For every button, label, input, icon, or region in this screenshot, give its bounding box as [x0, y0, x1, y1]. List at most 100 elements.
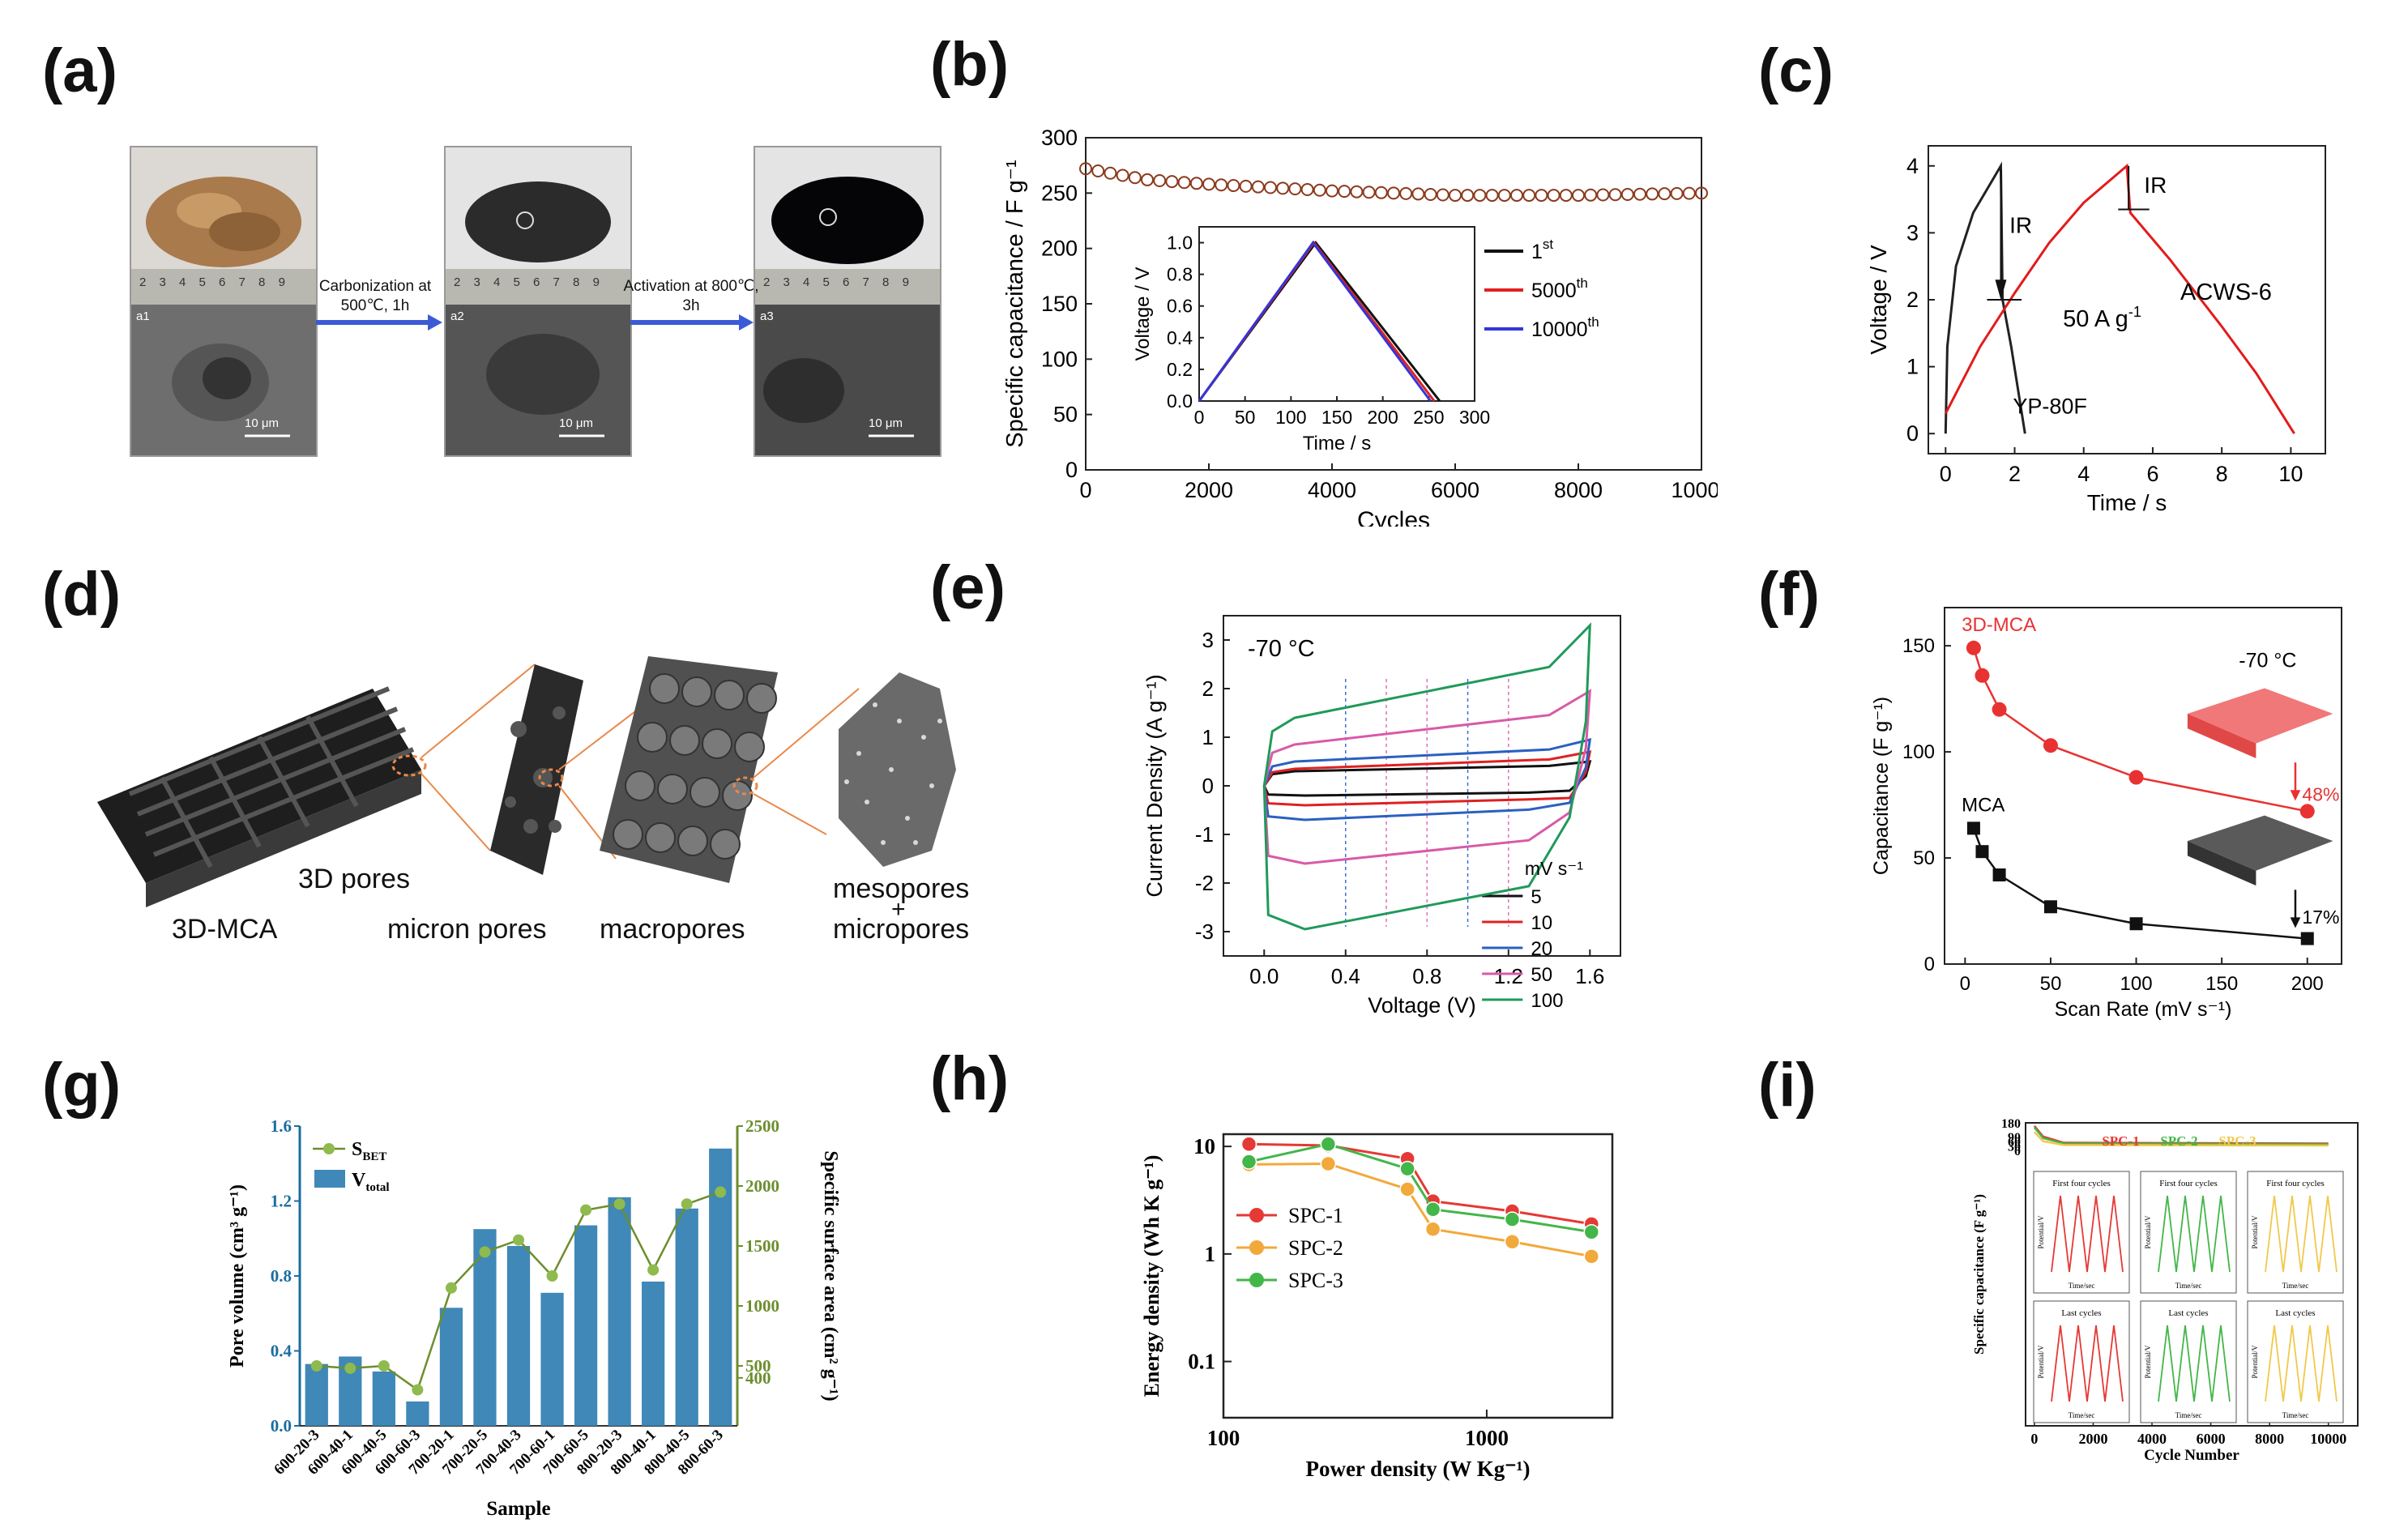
data-point [1572, 189, 1585, 203]
acws-label: ACWS-6 [2180, 279, 2272, 305]
legend-marker [1249, 1208, 1264, 1222]
inset-x-tick-label: 150 [1321, 407, 1352, 428]
bar [642, 1281, 665, 1426]
x-tick-label: 0 [1079, 478, 1091, 502]
x-tick-label: 1.2 [1494, 964, 1523, 988]
inset-x-axis-label: Time / s [1303, 433, 1371, 454]
label-macropores: macropores [600, 914, 745, 945]
lattice-block [97, 686, 427, 907]
inset-series-line [1198, 241, 1432, 402]
x-tick-label: 2000 [2078, 1431, 2107, 1447]
y-tick-label: -2 [1195, 871, 1214, 895]
series-line [1944, 161, 2026, 434]
mini-inset-x-label: Time/sec [2069, 1411, 2095, 1419]
temperature-label: -70 °C [1248, 636, 1315, 662]
data-point [2128, 770, 2144, 785]
data-point [1141, 173, 1154, 186]
sem-label-a3: a3 [760, 309, 774, 323]
mini-inset-y-label: Potential/V [2251, 1345, 2259, 1378]
y-tick-label: 10 [1193, 1134, 1215, 1158]
cv-loop [1262, 760, 1592, 797]
plot-frame [1222, 1133, 1614, 1419]
y2-tick-label: 2500 [745, 1116, 779, 1136]
mini-inset-gcd-curve [2051, 1195, 2124, 1273]
mini-inset-x-label: Time/sec [2282, 1282, 2309, 1290]
data-point [1165, 175, 1179, 189]
data-point [2129, 917, 2143, 931]
data-point [1189, 177, 1203, 190]
y-tick-label: 300 [1041, 126, 1078, 150]
data-point [1411, 187, 1425, 201]
data-point [1633, 187, 1646, 201]
data-point [2299, 804, 2315, 819]
y-tick-label: 50 [1913, 847, 1935, 869]
data-point [1313, 183, 1326, 197]
data-point [1153, 174, 1167, 188]
y-tick-label: 100 [1041, 347, 1078, 371]
x-tick-label: 150 [2205, 973, 2238, 995]
data-point [1504, 1233, 1521, 1250]
plot-frame [1944, 607, 2342, 965]
y-tick-label: 0 [1906, 421, 1919, 446]
data-point [1104, 166, 1117, 180]
x-axis-label: Power density (W Kg⁻¹) [1305, 1457, 1530, 1481]
data-point [1695, 186, 1708, 200]
plot-frame [2025, 1122, 2359, 1427]
series-line [1249, 1142, 1592, 1226]
data-point [1276, 181, 1290, 195]
arrowhead-17 [2290, 917, 2301, 928]
y-tick-label: 1 [1202, 725, 1214, 749]
carbonized-image [446, 147, 630, 455]
y-tick-label: 2 [1202, 676, 1214, 701]
sbet-point [681, 1198, 693, 1210]
chart-h-ragone: 100 1000 0.1 1 10 Power density (W Kg⁻¹) Energ… [1140, 1133, 1614, 1481]
sbet-point [647, 1264, 660, 1276]
series-line [2033, 1126, 2329, 1146]
block-icon-top [2187, 815, 2333, 871]
inset-legend-label: 10000th [1531, 314, 1599, 341]
y-tick-label: 180 [2001, 1117, 2021, 1131]
data-point [1620, 187, 1634, 201]
mini-inset-title: Last cycles [2275, 1308, 2315, 1318]
inset-legend-label: 1st [1531, 237, 1553, 263]
mesopore-particle [839, 672, 956, 867]
data-point [1239, 179, 1253, 193]
mini-inset-x-label: Time/sec [2069, 1282, 2095, 1290]
data-point [1535, 189, 1548, 203]
panel-label-h: (h) [930, 1044, 1010, 1113]
pore-hierarchy-illustration [97, 656, 956, 907]
zoom-lines-1 [421, 663, 536, 851]
bar [574, 1225, 598, 1426]
x-tick-label: 0 [1940, 462, 1952, 486]
panel-label-f: (f) [1758, 560, 1820, 629]
data-point [1596, 188, 1610, 202]
panel-label-c: (c) [1758, 36, 1834, 105]
y-tick-label: 1.2 [271, 1192, 292, 1211]
data-point [1424, 1201, 1441, 1218]
sbet-point [513, 1234, 524, 1246]
data-point [1399, 1160, 1415, 1177]
x-tick-label: 0 [1960, 973, 1970, 995]
inset-x-tick-label: 300 [1459, 407, 1490, 428]
scale-bar-a2: 10 μm [559, 416, 593, 430]
inset-y-axis-label: Voltage / V [1132, 267, 1154, 361]
mini-inset-frame [2140, 1300, 2237, 1423]
data-point [1240, 1136, 1257, 1153]
x-tick-label: 4000 [1308, 478, 1356, 502]
data-point [1264, 181, 1277, 194]
y-tick-label: 50 [1053, 403, 1078, 427]
x-tick-label: 8000 [1554, 478, 1603, 502]
y-tick-label: 100 [1902, 741, 1935, 763]
activated-image [755, 147, 940, 455]
x-tick-label: 6000 [2197, 1431, 2226, 1447]
x-axis-label: Sample [486, 1498, 550, 1520]
y2-tick-label: 1500 [745, 1236, 779, 1256]
bar [439, 1308, 463, 1426]
data-point [1424, 1221, 1441, 1238]
data-point [1992, 702, 2007, 717]
y-tick-label: 0 [2014, 1145, 2021, 1158]
x-axis-label: Voltage (V) [1368, 993, 1476, 1018]
mini-inset-frame [2033, 1171, 2130, 1294]
legend-label: SPC-2 [2160, 1133, 2197, 1149]
mini-inset-frame [2033, 1300, 2130, 1423]
